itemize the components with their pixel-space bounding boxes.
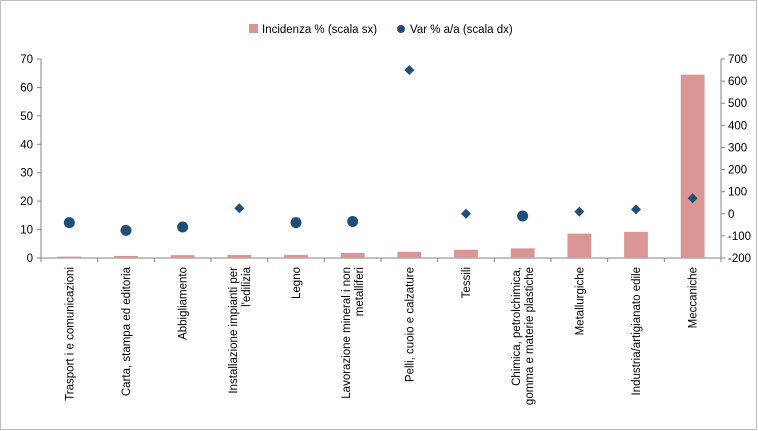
legend-marker-var xyxy=(397,25,405,33)
left-tick-label: 40 xyxy=(20,139,33,151)
bar xyxy=(680,74,705,258)
left-tick-label: 70 xyxy=(20,54,33,66)
left-tick-label: 30 xyxy=(20,168,33,180)
bar xyxy=(170,255,195,258)
left-tick-label: 20 xyxy=(20,196,33,208)
point-circle xyxy=(177,221,189,233)
right-tick-label: 600 xyxy=(728,76,747,88)
bar xyxy=(114,256,138,258)
category-label: Abbigliamento xyxy=(178,267,190,340)
category-label: l'edilizia xyxy=(241,266,253,307)
bar xyxy=(567,233,592,258)
bar xyxy=(227,254,252,258)
right-tick-label: 500 xyxy=(728,98,747,110)
legend-label-incidenza: Incidenza % (scala sx) xyxy=(262,24,377,36)
category-label: Installazione impianti per xyxy=(228,267,240,394)
category-label: Legno xyxy=(291,267,303,299)
left-tick-label: 0 xyxy=(27,253,33,265)
category-label: gomma e materie plastiche xyxy=(524,267,536,405)
right-tick-label: 0 xyxy=(728,209,734,221)
bars xyxy=(57,74,705,258)
category-labels: Trasport i e comunicazioni Carta, stampa … xyxy=(64,266,699,405)
category-label: Meccaniche xyxy=(688,267,700,328)
right-tick-label: -100 xyxy=(728,231,751,243)
bar xyxy=(454,249,478,258)
point-diamond xyxy=(404,65,415,76)
point-diamond xyxy=(574,206,585,217)
category-label: Metallurgiche xyxy=(574,267,586,335)
category-label: Pelli, cuoio e calzature xyxy=(404,267,416,382)
axes: 0 10 20 30 40 50 60 70 -200 -100 0 100 200 300 400 500 6… xyxy=(20,54,751,265)
bar xyxy=(57,256,82,258)
bar xyxy=(510,248,535,258)
right-tick-label: -200 xyxy=(728,253,751,265)
point-circle xyxy=(120,224,132,236)
legend-label-var: Var % a/a (scala dx) xyxy=(410,24,513,36)
point-diamond xyxy=(461,208,471,219)
category-label: Tessili xyxy=(461,267,473,298)
bar xyxy=(624,231,648,258)
point-circle xyxy=(290,217,302,229)
point-circle xyxy=(63,217,75,229)
point-circle xyxy=(517,210,529,222)
left-tick-label: 50 xyxy=(20,111,33,123)
category-label: Trasport i e comunicazioni xyxy=(64,267,76,401)
legend-swatch-incidenza xyxy=(249,24,258,33)
category-label: metalliferi xyxy=(354,267,366,316)
category-label: Carta, stampa ed editoria xyxy=(121,266,133,396)
right-tick-label: 700 xyxy=(728,54,747,66)
point-diamond xyxy=(631,204,641,215)
left-tick-label: 60 xyxy=(20,82,33,94)
legend: Incidenza % (scala sx) Var % a/a (scala … xyxy=(249,24,513,36)
right-tick-label: 400 xyxy=(728,120,747,132)
bar xyxy=(284,254,308,258)
bar xyxy=(397,251,422,258)
left-tick-label: 10 xyxy=(20,225,33,237)
right-tick-label: 100 xyxy=(728,187,747,199)
point-diamond xyxy=(234,203,245,214)
right-tick-label: 300 xyxy=(728,142,747,154)
bar xyxy=(340,252,365,258)
right-tick-label: 200 xyxy=(728,165,747,177)
point-circle xyxy=(347,216,359,228)
category-label: Industria/artigianato edile xyxy=(631,267,643,396)
category-label: Chimica, petrolchimica, xyxy=(511,267,523,386)
point-diamond xyxy=(687,193,698,204)
markers xyxy=(63,65,698,236)
category-label: Lavorazione mineral i non xyxy=(341,267,353,399)
